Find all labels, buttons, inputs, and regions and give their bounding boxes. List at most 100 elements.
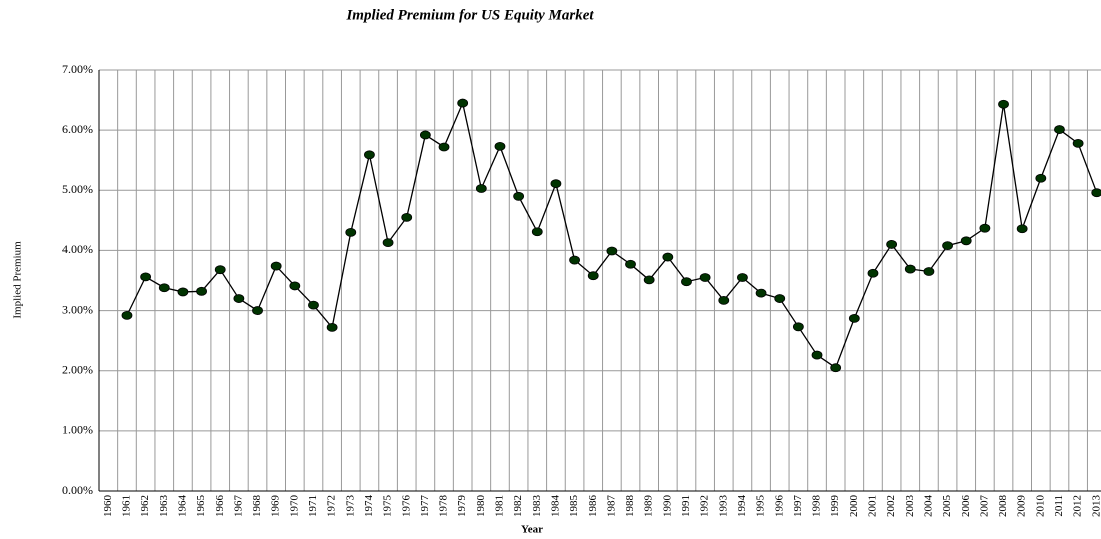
data-point (140, 272, 152, 282)
x-tick-label: 1969 (270, 495, 282, 518)
x-tick-label: 1981 (494, 495, 506, 517)
x-tick-label: 2008 (997, 495, 1009, 518)
data-point (904, 264, 916, 274)
x-tick-label: 1985 (568, 495, 580, 518)
x-tick-label: 1983 (531, 495, 543, 518)
x-tick-label: 1997 (792, 495, 804, 518)
data-point (569, 255, 580, 265)
data-point (792, 322, 804, 332)
x-tick-label: 1982 (512, 495, 524, 517)
x-tick-label: 1986 (587, 495, 599, 518)
x-tick-label: 1970 (288, 495, 300, 518)
data-point (475, 184, 487, 193)
data-point (382, 238, 394, 248)
data-point (886, 240, 898, 249)
x-tick-label: 1961 (121, 495, 133, 517)
data-point (848, 313, 860, 323)
data-point (625, 259, 636, 269)
x-tick-label: 2009 (1016, 495, 1028, 518)
x-tick-label: 1978 (438, 495, 450, 518)
data-point (345, 227, 357, 237)
x-tick-label: 1968 (251, 495, 263, 518)
x-tick-label: 2004 (922, 495, 934, 518)
y-axis-label: Implied Premium (12, 241, 24, 319)
data-point (121, 310, 133, 320)
y-tick-label: 2.00% (62, 362, 93, 376)
x-tick-label: 1987 (605, 495, 617, 518)
y-tick-label: 0.00% (62, 483, 93, 497)
data-point (718, 295, 730, 305)
data-point (811, 350, 823, 360)
y-tick-label: 6.00% (62, 122, 93, 136)
x-tick-label: 1966 (214, 495, 226, 518)
data-point (494, 141, 506, 151)
data-point (774, 294, 786, 303)
data-point (214, 265, 226, 275)
y-tick-label: 5.00% (62, 182, 93, 196)
data-point (587, 271, 599, 281)
data-point (606, 246, 618, 256)
x-tick-label: 1989 (643, 495, 655, 518)
x-tick-label: 1964 (176, 495, 188, 518)
x-tick-label: 1976 (400, 495, 412, 518)
data-point (830, 363, 842, 373)
data-point (699, 273, 711, 282)
x-axis-label: Year (521, 524, 543, 536)
data-point (998, 99, 1009, 109)
data-point (158, 283, 170, 293)
data-point (326, 323, 338, 332)
x-tick-label: 2003 (904, 495, 916, 518)
data-point (177, 287, 189, 297)
x-tick-label: 1972 (326, 495, 338, 517)
data-point (923, 267, 935, 276)
data-line (126, 100, 1098, 369)
data-point (233, 294, 245, 303)
x-tick-label: 2007 (978, 495, 990, 518)
x-tick-label: 1990 (661, 495, 673, 518)
data-point (681, 277, 692, 287)
y-tick-label: 3.00% (62, 302, 93, 316)
x-tick-label: 1988 (624, 495, 636, 518)
x-tick-label: 2010 (1034, 495, 1046, 518)
x-tick-label: 1975 (382, 495, 394, 518)
y-tick-label: 4.00% (62, 242, 93, 256)
data-point (401, 212, 413, 222)
x-tick-label: 1977 (419, 495, 431, 518)
x-tick-label: 2001 (867, 495, 879, 517)
x-tick-label: 1971 (307, 495, 319, 517)
x-tick-label: 2012 (1072, 495, 1084, 517)
x-tick-label: 1992 (699, 495, 711, 517)
x-tick-label: 1998 (811, 495, 823, 518)
x-tick-label: 1996 (773, 495, 785, 518)
data-point (1091, 188, 1101, 198)
x-tick-label: 1963 (158, 495, 170, 518)
data-point (1035, 173, 1047, 183)
x-tick-label: 1973 (344, 495, 356, 518)
data-point (942, 241, 953, 251)
data-point (252, 306, 263, 315)
x-tick-label: 1991 (680, 495, 692, 517)
data-point (364, 150, 375, 160)
x-tick-label: 2011 (1053, 495, 1065, 517)
x-tick-label: 1980 (475, 495, 487, 518)
data-point (662, 252, 674, 262)
x-tick-label: 2002 (885, 495, 897, 517)
x-tick-label: 1993 (717, 495, 729, 518)
data-point (979, 223, 991, 233)
data-point (643, 275, 655, 285)
x-tick-label: 1967 (232, 495, 244, 518)
x-tick-label: 1995 (755, 495, 767, 518)
x-tick-label: 2013 (1090, 495, 1101, 518)
data-point (196, 286, 207, 296)
data-point (550, 179, 562, 189)
data-point (270, 261, 282, 271)
data-point (867, 268, 879, 278)
x-tick-label: 1979 (456, 495, 468, 518)
x-tick-label: 1994 (736, 495, 748, 518)
x-tick-label: 1965 (195, 495, 207, 518)
y-tick-label: 1.00% (62, 423, 93, 437)
data-point (308, 300, 319, 310)
data-point (1016, 224, 1028, 234)
